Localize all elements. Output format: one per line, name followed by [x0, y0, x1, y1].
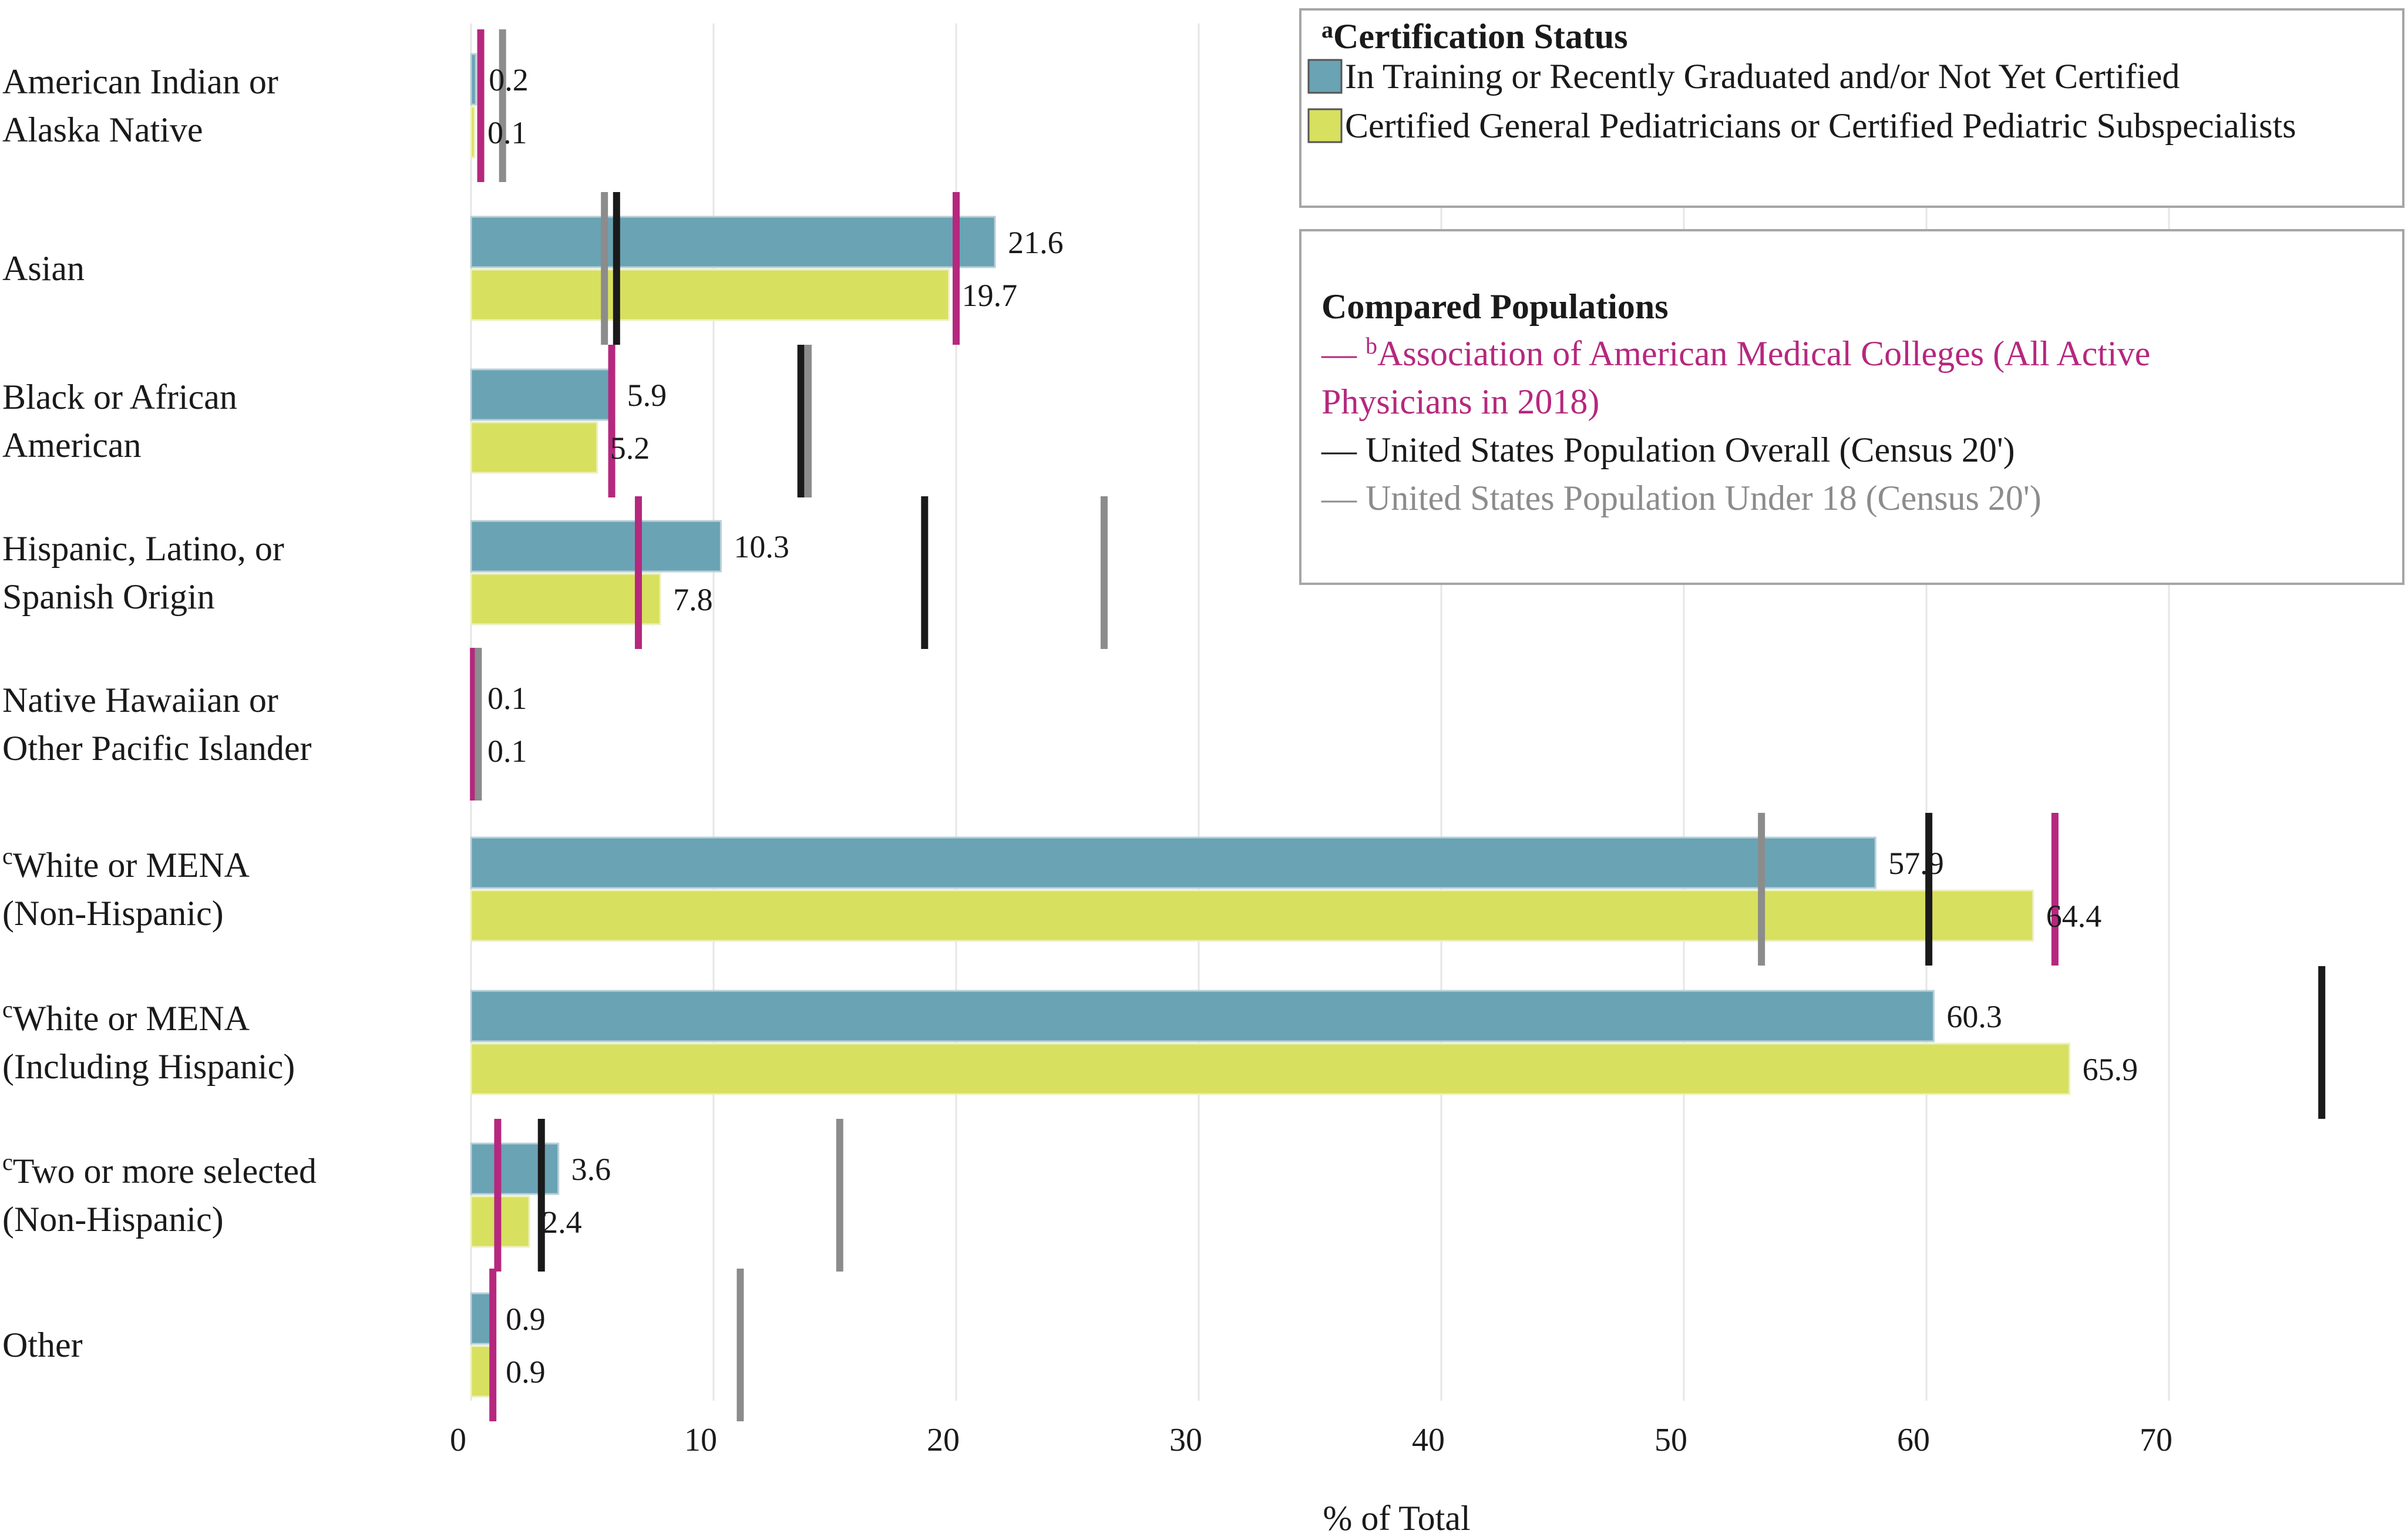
value-label-s1-c1: 0.2 [489, 62, 529, 97]
legend-swatch-2 [1307, 108, 1343, 143]
legend-swatch-1 [1307, 59, 1343, 94]
value-label-s2-c2: 19.7 [962, 278, 1018, 313]
legend-item-compared-3-line-1: — United States Population Under 18 (Cen… [1321, 479, 2042, 517]
ref-marker-r3-c3 [805, 345, 812, 497]
ref-marker-r1-c4 [634, 496, 642, 649]
x-tick-label-50: 50 [1654, 1422, 1687, 1458]
value-label-s2-c8: 2.4 [542, 1205, 582, 1240]
category-label-8-line-2: (Non-Hispanic) [2, 1200, 224, 1239]
bar-s2-c4 [470, 573, 661, 625]
ref-marker-r2-c6 [1925, 813, 1933, 966]
category-label-4-line-1: Hispanic, Latino, or [2, 529, 284, 568]
bar-s1-c4 [470, 520, 722, 573]
category-label-1-line-2: Alaska Native [2, 110, 203, 149]
ref-marker-r3-c1 [499, 29, 506, 182]
category-label-5-line-2: Other Pacific Islander [2, 729, 311, 768]
ref-marker-r3-c6 [1758, 813, 1765, 966]
bar-s1-c2 [470, 216, 996, 268]
value-labels: 0.2 21.6 5.9 10.3 0.1 57.9 60.3 3.6 0.9 0.1 19.7 5.… [487, 62, 2138, 1390]
category-labels: American Indian or Alaska Native Asian Blac… [2, 62, 317, 1364]
x-tick-label-30: 30 [1169, 1422, 1202, 1458]
legend-title-certification: aCertification Status [1321, 16, 1628, 56]
value-label-s1-c5: 0.1 [487, 681, 527, 716]
reference-markers [470, 29, 2326, 1421]
ref-marker-r3-c9 [736, 1269, 744, 1421]
value-label-s2-c4: 7.8 [673, 582, 713, 617]
bar-s2-c2 [470, 268, 950, 321]
value-label-s2-c7: 65.9 [2083, 1052, 2138, 1087]
category-label-3-line-1: Black or African [2, 378, 237, 416]
value-label-s2-c1: 0.1 [487, 115, 527, 150]
value-label-s2-c3: 5.2 [610, 431, 650, 466]
category-label-3-line-2: American [2, 426, 142, 465]
category-label-2-line-1: Asian [2, 249, 85, 288]
bar-s1-c7 [470, 990, 1935, 1042]
value-label-s1-c8: 3.6 [571, 1152, 611, 1187]
category-label-8-line-1: cTwo or more selected [2, 1149, 317, 1190]
x-axis-title: % of Total [1323, 1499, 1470, 1537]
category-label-4-line-2: Spanish Origin [2, 577, 215, 616]
bar-s1-c6 [470, 836, 1876, 889]
category-label-7-line-1: cWhite or MENA [2, 996, 250, 1038]
x-tick-label-70: 70 [2140, 1422, 2172, 1458]
ref-marker-r3-c2 [601, 192, 608, 345]
legend-item-compared-1-line-1: — bAssociation of American Medical Colle… [1321, 332, 2150, 373]
ref-marker-r3-c5 [475, 648, 482, 801]
ref-marker-r1-c8 [494, 1119, 502, 1272]
legend-box-certification [1299, 8, 2404, 208]
category-label-6-line-2: (Non-Hispanic) [2, 894, 224, 933]
category-label-5-line-1: Native Hawaiian or [2, 681, 278, 719]
value-label-s1-c2: 21.6 [1008, 225, 1064, 260]
value-label-s1-c7: 60.3 [1946, 999, 2002, 1034]
x-axis: 0 10 20 30 40 50 60 70 [450, 1422, 2172, 1458]
legend-item-certification-2: Certified General Pediatricians or Certi… [1345, 106, 2296, 145]
bar-s2-c7 [470, 1042, 2071, 1095]
x-tick-label-40: 40 [1412, 1422, 1445, 1458]
ref-marker-r2-c2 [613, 192, 620, 345]
ref-marker-r2-c4 [921, 496, 929, 649]
bar-s2-c6 [470, 889, 2034, 942]
bar-s2-c3 [470, 421, 598, 474]
legend-item-certification-1: In Training or Recently Graduated and/or… [1345, 57, 2180, 96]
ref-marker-r3-c8 [836, 1119, 843, 1272]
ref-marker-r3-c4 [1100, 496, 1108, 649]
ref-marker-r1-c9 [489, 1269, 497, 1421]
value-label-s2-c9: 0.9 [506, 1354, 546, 1390]
value-label-s1-c9: 0.9 [506, 1301, 546, 1337]
category-label-7-line-2: (Including Hispanic) [2, 1047, 295, 1086]
value-label-s2-c6: 64.4 [2046, 899, 2102, 934]
ref-marker-r1-c3 [608, 345, 616, 497]
legend-item-compared-1-line-2: Physicians in 2018) [1321, 382, 1599, 421]
bar-s2-c1 [470, 106, 476, 159]
legend-box-compared [1299, 229, 2404, 585]
category-label-9-line-1: Other [2, 1326, 83, 1364]
ref-marker-r2-c3 [797, 345, 805, 497]
ref-marker-r1-c2 [953, 192, 960, 345]
category-label-1-line-1: American Indian or [2, 62, 278, 101]
value-label-s1-c4: 10.3 [734, 529, 789, 564]
x-tick-label-10: 10 [684, 1422, 717, 1458]
x-tick-label-0: 0 [450, 1422, 466, 1458]
bar-s1-c3 [470, 368, 616, 421]
value-label-s1-c3: 5.9 [627, 378, 667, 413]
ref-marker-r2-c7 [2318, 966, 2326, 1119]
bar-s1-c8 [470, 1142, 560, 1195]
x-tick-label-20: 20 [927, 1422, 960, 1458]
ref-marker-r2-c8 [537, 1119, 545, 1272]
bar-s1-c1 [470, 53, 477, 106]
x-tick-label-60: 60 [1897, 1422, 1930, 1458]
ref-marker-r1-c1 [477, 29, 485, 182]
ref-marker-r1-c6 [2051, 813, 2059, 966]
legend-item-compared-2-line-1: — United States Population Overall (Cens… [1321, 431, 2015, 469]
category-label-6-line-1: cWhite or MENA [2, 843, 250, 884]
value-label-s2-c5: 0.1 [487, 734, 527, 769]
legend-title-compared: Compared Populations [1321, 287, 1669, 326]
value-label-s1-c6: 57.9 [1888, 846, 1944, 881]
